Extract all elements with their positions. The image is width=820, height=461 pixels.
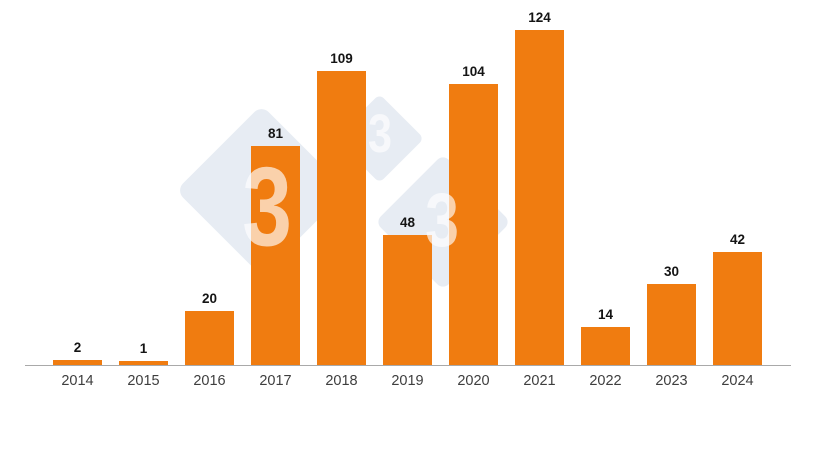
bar-value-label: 1 xyxy=(139,341,148,356)
bar-2017 xyxy=(251,146,300,365)
bar-value-label: 30 xyxy=(663,264,680,279)
x-axis-line xyxy=(25,365,791,366)
x-axis-tick-label: 2015 xyxy=(127,373,160,389)
bar-value-label: 124 xyxy=(528,10,551,25)
bar-2015 xyxy=(119,361,168,365)
x-axis-tick-label: 2014 xyxy=(61,373,94,389)
x-axis-tick-label: 2024 xyxy=(721,373,754,389)
x-axis-tick-label: 2017 xyxy=(259,373,292,389)
x-axis-tick-label: 2018 xyxy=(325,373,358,389)
bar-2022 xyxy=(581,327,630,365)
bar-2020 xyxy=(449,84,498,365)
watermark-3-glyph: 3 xyxy=(367,104,393,164)
bar-value-label: 109 xyxy=(330,51,353,66)
bar-value-label: 104 xyxy=(462,64,485,79)
bar-value-label: 20 xyxy=(201,291,218,306)
x-axis-tick-label: 2020 xyxy=(457,373,490,389)
bar-2021 xyxy=(515,30,564,365)
bar-value-label: 2 xyxy=(73,340,82,355)
x-axis-tick-label: 2021 xyxy=(523,373,556,389)
x-axis-tick-label: 2022 xyxy=(589,373,622,389)
bar-2019 xyxy=(383,235,432,365)
bar-2018 xyxy=(317,71,366,365)
x-axis-tick-label: 2023 xyxy=(655,373,688,389)
bar-value-label: 81 xyxy=(267,126,284,141)
bar-2014 xyxy=(53,360,102,365)
bar-2024 xyxy=(713,252,762,365)
bar-2016 xyxy=(185,311,234,365)
bar-value-label: 14 xyxy=(597,307,614,322)
bar-2023 xyxy=(647,284,696,365)
bar-value-label: 42 xyxy=(729,232,746,247)
x-axis-tick-label: 2016 xyxy=(193,373,226,389)
x-axis-tick-label: 2019 xyxy=(391,373,424,389)
bar-value-label: 48 xyxy=(399,215,416,230)
